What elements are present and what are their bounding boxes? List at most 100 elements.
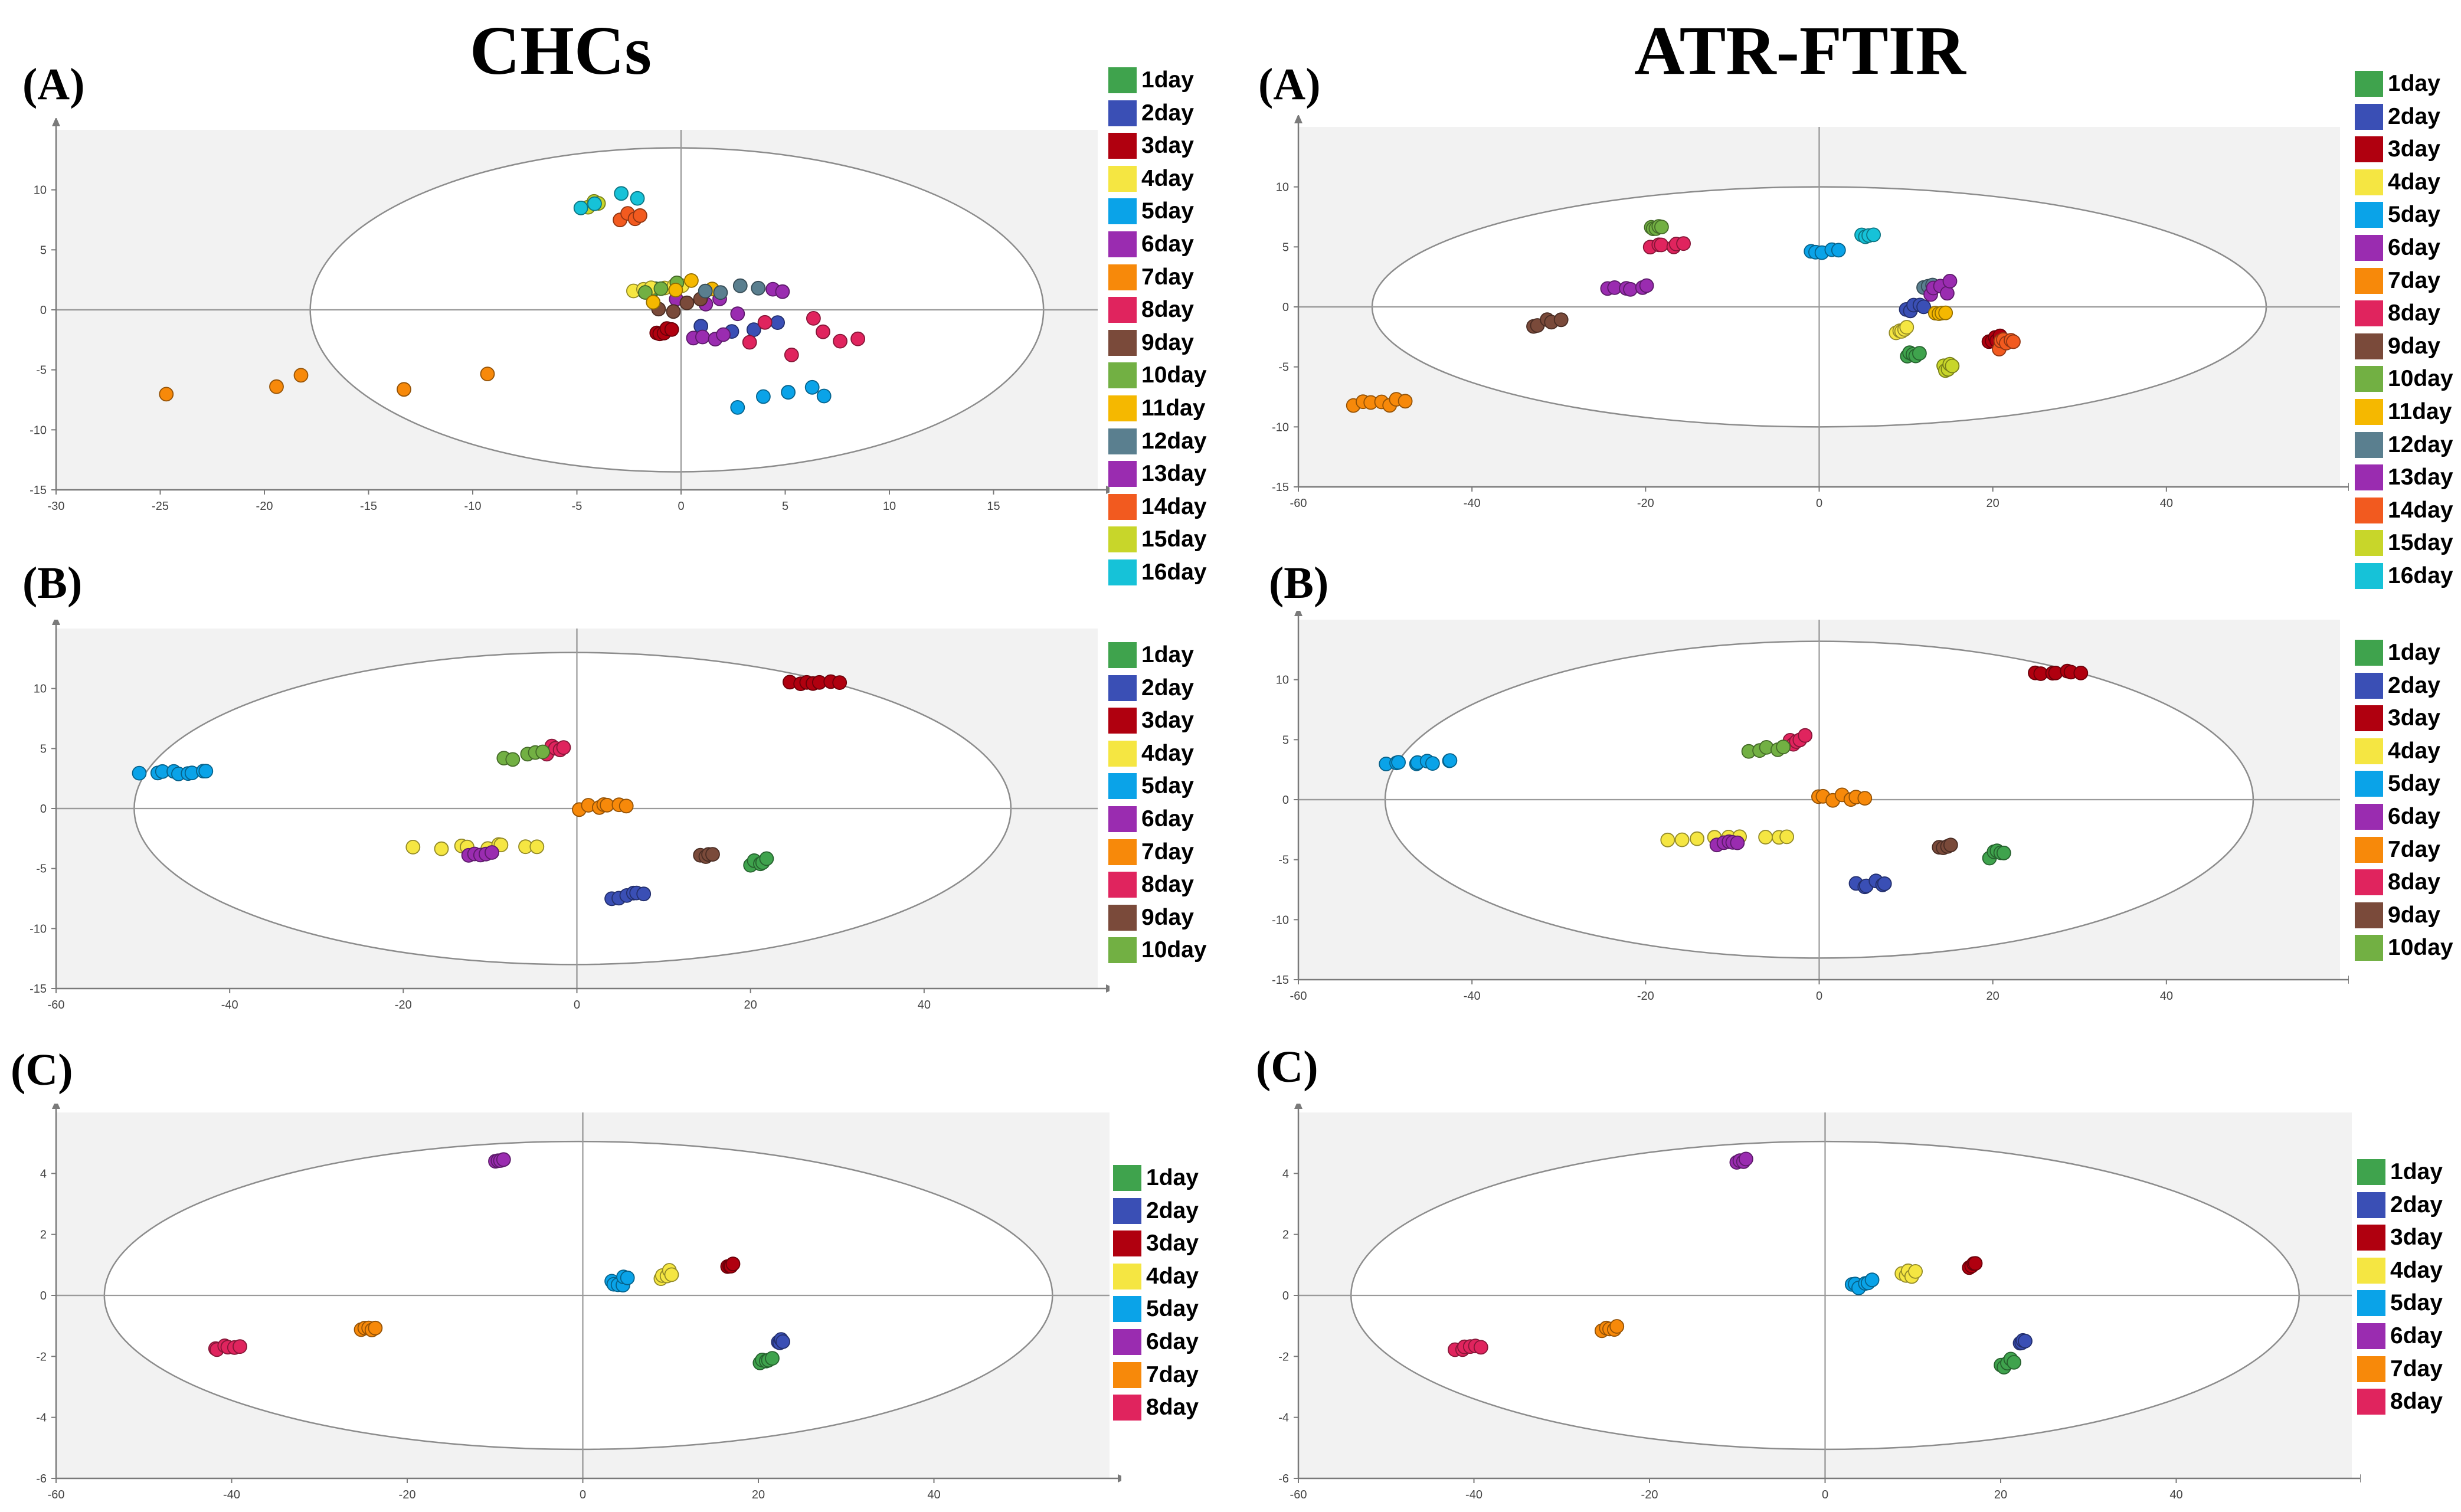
legend-swatch xyxy=(1108,297,1137,323)
y-tick-label: 4 xyxy=(1282,1167,1289,1180)
legend-item-1day: 1day xyxy=(2355,70,2440,98)
legend-item-11day: 11day xyxy=(1108,394,1205,423)
data-point-12day xyxy=(751,280,766,296)
legend-item-5day: 5day xyxy=(2355,201,2440,229)
panel-label-chcs-a: (A) xyxy=(22,60,85,109)
legend-label: 10day xyxy=(1141,937,1207,963)
legend-item-2day: 2day xyxy=(1108,674,1194,702)
legend-label: 11day xyxy=(1141,395,1206,421)
legend-item-6day: 6day xyxy=(1108,805,1194,833)
data-point-10day xyxy=(505,752,521,767)
y-tick-label: 10 xyxy=(1276,674,1289,687)
legend-item-8day: 8day xyxy=(2357,1387,2443,1416)
data-point-5day xyxy=(1391,755,1406,770)
data-point-1day xyxy=(1912,346,1927,361)
legend-label: 11day xyxy=(2388,399,2452,424)
x-tick-label: 40 xyxy=(2169,1488,2182,1501)
legend-label: 5day xyxy=(1146,1296,1199,1322)
legend-swatch xyxy=(2357,1323,2385,1349)
x-tick-label: -40 xyxy=(223,1488,240,1501)
data-point-5day xyxy=(730,400,745,415)
data-point-7day xyxy=(480,366,495,382)
y-axis-arrow xyxy=(52,118,60,126)
x-tick-label: -20 xyxy=(256,500,273,513)
data-point-1day xyxy=(2007,1354,2021,1370)
y-tick-label: -15 xyxy=(30,983,47,996)
data-point-7day xyxy=(269,379,284,394)
y-tick-label: -5 xyxy=(1278,854,1289,867)
legend-swatch xyxy=(1108,526,1137,553)
data-point-4day xyxy=(1674,832,1690,847)
legend-label: 5day xyxy=(2388,202,2440,228)
legend-label: 8day xyxy=(1141,297,1194,323)
legend-item-2day: 2day xyxy=(2355,672,2440,700)
x-tick-label: 0 xyxy=(580,1488,586,1501)
y-tick-label: -2 xyxy=(36,1350,47,1363)
y-tick-label: -2 xyxy=(1278,1350,1289,1363)
data-point-16day xyxy=(573,200,588,215)
data-point-2day xyxy=(775,1334,790,1349)
x-tick-label: -20 xyxy=(399,1488,416,1501)
legend-label: 10day xyxy=(2388,366,2453,392)
data-point-5day xyxy=(1425,756,1440,771)
legend-label: 1day xyxy=(1146,1165,1199,1190)
y-tick-label: -4 xyxy=(1278,1412,1289,1425)
x-tick-label: -60 xyxy=(48,1488,65,1501)
legend-item-10day: 10day xyxy=(1108,936,1207,964)
data-point-16day xyxy=(630,191,645,206)
legend-label: 1day xyxy=(1141,67,1194,93)
data-point-6day xyxy=(496,1152,511,1167)
legend-item-4day: 4day xyxy=(1108,739,1194,768)
legend-item-3day: 3day xyxy=(1108,132,1194,160)
legend-item-3day: 3day xyxy=(2355,135,2440,163)
legend-swatch xyxy=(1108,493,1137,520)
data-point-3day xyxy=(1968,1256,1983,1271)
x-tick-label: 5 xyxy=(782,500,788,513)
y-tick-label: 10 xyxy=(34,184,47,197)
legend-label: 4day xyxy=(1146,1263,1199,1289)
data-point-1day xyxy=(1996,845,2011,860)
legend-swatch xyxy=(1113,1263,1141,1290)
data-point-8day xyxy=(1654,237,1669,253)
legend-label: 7day xyxy=(1141,839,1194,865)
data-point-2day xyxy=(2018,1333,2033,1349)
legend-label: 15day xyxy=(2388,530,2453,556)
x-tick-label: -15 xyxy=(360,500,377,513)
y-tick-label: 4 xyxy=(40,1167,47,1180)
data-point-5day xyxy=(804,379,820,395)
data-point-8day xyxy=(1798,728,1813,743)
legend-label: 13day xyxy=(1141,461,1207,487)
legend-item-5day: 5day xyxy=(1113,1295,1199,1323)
legend-label: 4day xyxy=(2388,738,2440,764)
legend-swatch xyxy=(2355,935,2383,961)
legend-swatch xyxy=(1108,428,1137,454)
legend-item-5day: 5day xyxy=(2355,770,2440,798)
legend-item-8day: 8day xyxy=(1108,870,1194,899)
legend-item-4day: 4day xyxy=(1113,1262,1199,1291)
x-tick-label: -10 xyxy=(464,500,482,513)
data-point-8day xyxy=(850,331,865,346)
data-point-5day xyxy=(132,765,147,781)
y-tick-label: -10 xyxy=(1272,421,1289,434)
legend-item-10day: 10day xyxy=(2355,934,2453,962)
legend-swatch xyxy=(2355,869,2383,896)
data-point-7day xyxy=(1398,394,1413,409)
legend-label: 15day xyxy=(1141,526,1207,552)
y-tick-label: -6 xyxy=(1278,1472,1289,1485)
legend-label: 16day xyxy=(1141,559,1207,585)
legend-swatch xyxy=(2357,1257,2385,1284)
legend-swatch xyxy=(2357,1290,2385,1317)
panel-label-atr-a: (A) xyxy=(1258,60,1321,109)
data-point-5day xyxy=(1442,753,1458,768)
data-point-4day xyxy=(529,839,545,855)
legend-swatch xyxy=(2355,705,2383,732)
legend-label: 6day xyxy=(1146,1329,1199,1354)
data-point-3day xyxy=(664,322,679,337)
y-tick-label: -10 xyxy=(30,922,47,935)
legend-item-9day: 9day xyxy=(2355,901,2440,930)
legend-swatch xyxy=(1113,1362,1141,1388)
data-point-6day xyxy=(1623,282,1638,297)
legend-item-4day: 4day xyxy=(2355,168,2440,197)
legend-swatch xyxy=(1108,773,1137,800)
x-axis-arrow xyxy=(2348,976,2349,984)
